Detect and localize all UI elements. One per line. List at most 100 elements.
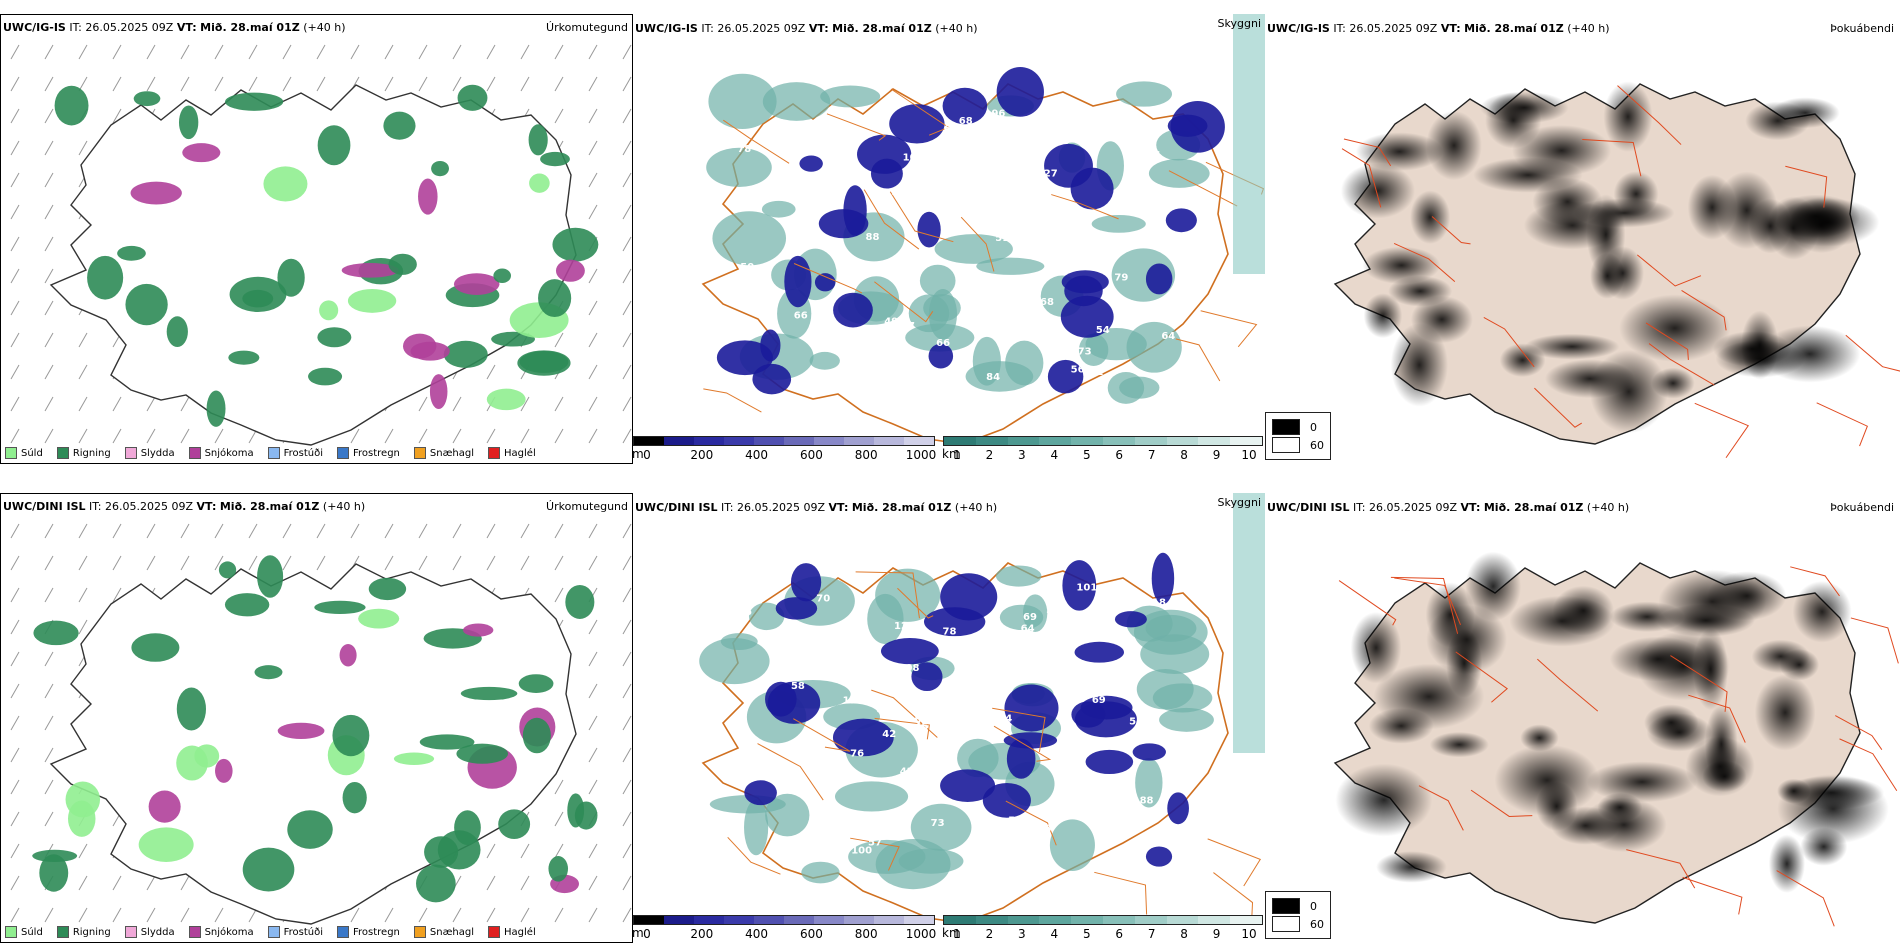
issue-time: 26.05.2025 09Z <box>737 501 826 514</box>
road <box>703 388 762 413</box>
wind-barb <box>10 523 20 539</box>
precip-area <box>67 800 96 837</box>
precip-map <box>10 523 632 925</box>
colorbar-tick: 3 <box>1018 448 1026 462</box>
vt-label: VT: <box>828 501 849 514</box>
wind-barb <box>316 523 326 539</box>
precip-area <box>87 255 124 300</box>
wind-barb <box>78 140 88 156</box>
colorbar-tick: 0 <box>643 448 651 462</box>
visibility-area <box>712 211 787 266</box>
cloud-base-label: 66 <box>1085 783 1099 794</box>
wind-barb <box>350 523 360 539</box>
cloud-base-label: 66 <box>794 310 808 321</box>
legend-item: Snæhagl <box>413 447 474 459</box>
iceland-group <box>10 523 632 925</box>
iceland-group <box>1333 81 1900 459</box>
visibility-area <box>999 604 1044 631</box>
cloud-base-area <box>928 343 954 369</box>
wind-barb <box>520 44 530 60</box>
precip-area <box>552 227 599 262</box>
colorbar-swatch <box>1102 437 1135 445</box>
wind-barb <box>146 555 156 571</box>
precip-area <box>486 388 526 411</box>
fog-area <box>1388 275 1453 307</box>
precip-area <box>332 714 370 757</box>
wind-barb <box>588 555 598 571</box>
legend-swatch <box>56 447 69 459</box>
wind-barb <box>622 300 632 316</box>
precip-area <box>287 810 333 849</box>
precip-area <box>518 674 554 694</box>
cloud-base-label: 62 <box>815 760 829 771</box>
cloud-base-area <box>775 597 818 620</box>
legend-label: Snæhagl <box>429 926 475 938</box>
precip-area <box>522 717 551 754</box>
wind-barb <box>588 843 598 859</box>
visibility-area <box>744 799 769 856</box>
precip-area <box>431 160 449 177</box>
wind-barb <box>588 108 598 124</box>
wind-barb <box>248 555 258 571</box>
road <box>1694 402 1750 459</box>
wind-barb <box>588 76 598 92</box>
cloud-base-area <box>1044 143 1093 188</box>
wind-barb <box>10 683 20 699</box>
colorbar-swatch <box>1134 916 1167 924</box>
fog-area <box>1373 663 1485 730</box>
colorbar-swatch <box>904 437 934 445</box>
precip-area <box>242 289 274 308</box>
wind-barb <box>554 843 564 859</box>
wind-barb <box>44 683 54 699</box>
legend-label: Frostúði <box>283 447 323 459</box>
cloud-base-label: 54 <box>832 136 846 147</box>
colorbar-tick: 1 <box>953 927 961 941</box>
precip-area <box>419 734 475 750</box>
wind-barb <box>78 843 88 859</box>
precip-area <box>166 316 188 348</box>
wind-barb <box>10 204 20 220</box>
colorbar-swatch <box>784 916 814 924</box>
wind-barb <box>622 811 632 827</box>
wind-barb <box>622 779 632 795</box>
wind-barb <box>248 44 258 60</box>
precip-area <box>457 84 488 111</box>
it-label: IT: <box>1353 501 1366 514</box>
precip-area <box>498 809 531 840</box>
wind-barb <box>214 428 224 444</box>
cloud-base-label: 27 <box>1044 169 1058 180</box>
road <box>1207 838 1262 887</box>
road <box>874 281 934 323</box>
road <box>897 587 934 619</box>
wind-barb <box>112 907 122 923</box>
cloud-base-area <box>1114 611 1147 628</box>
road <box>1470 789 1533 817</box>
colorbar-swatch <box>844 916 874 924</box>
road <box>874 717 930 740</box>
precip-area <box>125 283 168 326</box>
wind-barb <box>180 875 190 891</box>
road <box>850 837 900 871</box>
colorbar-swatch <box>1071 916 1103 924</box>
road <box>1393 243 1456 283</box>
colorbar-tick: 4 <box>1050 927 1059 941</box>
it-label: IT: <box>89 500 102 513</box>
visibility-area <box>762 82 831 121</box>
road <box>723 119 790 164</box>
cloud-base-label: 46 <box>956 185 970 196</box>
precip-area <box>263 166 308 202</box>
wind-barb <box>418 428 428 444</box>
legend-label: Slydda <box>140 926 175 938</box>
legend-swatch <box>337 926 349 938</box>
cloud-map: 38 73 61 78 100 64 93 69 70 77 88 45 69 129 51 43 42 58 64… <box>699 493 1265 924</box>
valid-time: Mið. 28.maí 01Z <box>851 501 952 514</box>
it-label: IT: <box>721 501 734 514</box>
wind-barb <box>112 396 122 412</box>
wind-barb <box>78 619 88 635</box>
legend-swatch <box>5 447 17 459</box>
wind-barb <box>10 555 20 571</box>
precip-area <box>319 300 339 321</box>
wind-barb <box>588 523 598 539</box>
lead-time: (+40 h) <box>322 500 366 513</box>
legend-label: Súld <box>21 447 43 459</box>
